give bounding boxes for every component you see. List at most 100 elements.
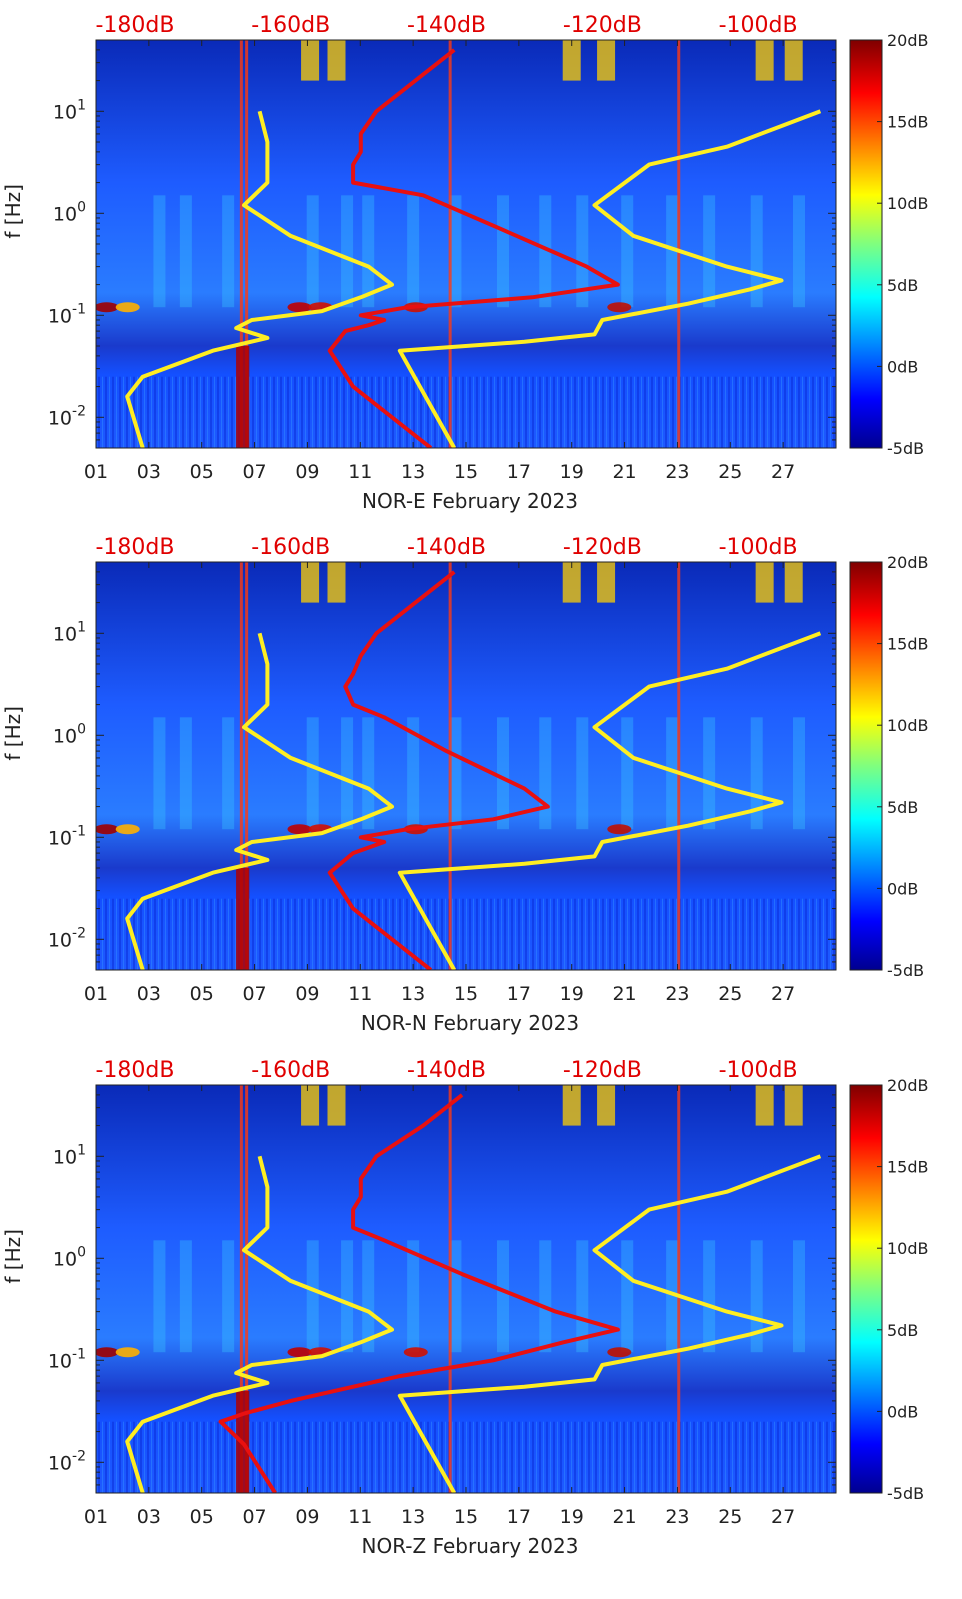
colorbar-label: -5dB <box>887 439 924 458</box>
x-tick-label: 13 <box>401 983 425 1005</box>
spectrogram-image <box>96 1085 836 1493</box>
top-db-label: -100dB <box>719 535 798 560</box>
y-tick-label: 101 <box>53 1142 86 1168</box>
y-tick-label: 100 <box>53 721 86 747</box>
x-tick-label: 07 <box>242 1506 266 1528</box>
top-db-label: -140dB <box>407 13 486 38</box>
colorbar-label: 10dB <box>887 716 929 735</box>
top-db-label: -100dB <box>719 1058 798 1083</box>
y-axis-title: f [Hz] <box>1 184 25 239</box>
top-db-label: -100dB <box>719 13 798 38</box>
top-db-label: -160dB <box>251 13 330 38</box>
overlay-line-model-low <box>125 1155 394 1493</box>
x-tick-label: 13 <box>401 1506 425 1528</box>
x-tick-label: 27 <box>771 1506 795 1528</box>
colorbar-label: -5dB <box>887 1484 924 1503</box>
panel-nor-e: 01 03 05 07 09 11 13 15 17 19 21 23 25 27 10-2 10-1 100 1… <box>1 13 929 513</box>
x-tick-label: 17 <box>507 1506 531 1528</box>
x-tick-label: 01 <box>84 461 108 483</box>
colorbar-label: 10dB <box>887 194 929 213</box>
top-db-label: -120dB <box>563 535 642 560</box>
colorbar-label: 15dB <box>887 113 929 132</box>
x-tick-label: 21 <box>612 461 636 483</box>
x-tick-label: 21 <box>612 1506 636 1528</box>
colorbar-label: 10dB <box>887 1239 929 1258</box>
x-tick-label: 17 <box>507 461 531 483</box>
y-tick-label: 10-1 <box>48 1346 86 1372</box>
y-tick-label: 10-2 <box>48 1448 86 1474</box>
colorbar-label: 20dB <box>887 1076 929 1095</box>
x-tick-label: 15 <box>454 461 478 483</box>
top-db-label: -180dB <box>95 535 174 560</box>
x-tick-label: 11 <box>348 1506 372 1528</box>
colorbar <box>849 561 883 971</box>
colorbar <box>849 1084 883 1494</box>
colorbar-label: 0dB <box>887 357 918 376</box>
y-tick-label: 10-2 <box>48 925 86 951</box>
y-tick-label: 101 <box>53 619 86 645</box>
y-tick-label: 10-2 <box>48 403 86 429</box>
x-tick-label: 25 <box>718 461 742 483</box>
y-tick-label: 10-1 <box>48 823 86 849</box>
spectrogram-image <box>96 562 836 970</box>
x-tick-label: 19 <box>560 983 584 1005</box>
y-axis-title: f [Hz] <box>1 1229 25 1284</box>
colorbar-label: 15dB <box>887 1158 929 1177</box>
y-axis-title: f [Hz] <box>1 706 25 761</box>
panel-nor-z: 01 03 05 07 09 11 13 15 17 19 21 23 25 27 10-2 10-1 100 1… <box>1 1058 929 1558</box>
x-tick-label: 01 <box>84 983 108 1005</box>
colorbar-label: 5dB <box>887 798 918 817</box>
x-tick-label: 09 <box>295 1506 319 1528</box>
overlay-line-model-high <box>397 631 822 970</box>
x-tick-label: 03 <box>137 1506 161 1528</box>
x-tick-label: 03 <box>137 983 161 1005</box>
top-db-label: -140dB <box>407 535 486 560</box>
x-tick-label: 05 <box>190 983 214 1005</box>
x-tick-label: 01 <box>84 1506 108 1528</box>
colorbar-label: 5dB <box>887 1321 918 1340</box>
colorbar-label: 0dB <box>887 879 918 898</box>
x-tick-label: 07 <box>242 983 266 1005</box>
y-tick-label: 100 <box>53 199 86 225</box>
x-tick-label: 13 <box>401 461 425 483</box>
x-tick-label: 21 <box>612 983 636 1005</box>
x-tick-label: 27 <box>771 461 795 483</box>
x-tick-label: 11 <box>348 461 372 483</box>
top-db-label: -160dB <box>251 1058 330 1083</box>
x-tick-label: 15 <box>454 983 478 1005</box>
top-db-label: -140dB <box>407 1058 486 1083</box>
colorbar-label: 0dB <box>887 1402 918 1421</box>
colorbar-label: 20dB <box>887 553 929 572</box>
overlay-line-model-high <box>397 109 822 448</box>
top-db-label: -180dB <box>95 1058 174 1083</box>
x-tick-label: 17 <box>507 983 531 1005</box>
x-axis-title: NOR-N February 2023 <box>361 1011 579 1035</box>
x-tick-label: 05 <box>190 461 214 483</box>
panel-nor-n: 01 03 05 07 09 11 13 15 17 19 21 23 25 27 10-2 10-1 100 1… <box>1 535 929 1035</box>
x-tick-label: 07 <box>242 461 266 483</box>
x-tick-label: 09 <box>295 461 319 483</box>
top-db-label: -120dB <box>563 1058 642 1083</box>
overlay-line-median <box>327 48 620 448</box>
x-axis-title: NOR-E February 2023 <box>362 489 578 513</box>
colorbar-label: 15dB <box>887 635 929 654</box>
x-tick-label: 11 <box>348 983 372 1005</box>
y-tick-label: 101 <box>53 97 86 123</box>
overlay-line-median <box>218 1093 620 1493</box>
colorbar-label: 20dB <box>887 31 929 50</box>
x-tick-label: 19 <box>560 1506 584 1528</box>
top-db-label: -120dB <box>563 13 642 38</box>
x-axis-title: NOR-Z February 2023 <box>362 1534 579 1558</box>
x-tick-label: 05 <box>190 1506 214 1528</box>
y-tick-label: 10-1 <box>48 301 86 327</box>
colorbar-label: -5dB <box>887 961 924 980</box>
overlay-line-model-low <box>125 632 394 970</box>
colorbar <box>849 39 883 449</box>
spectrogram-image <box>96 40 836 448</box>
top-db-label: -160dB <box>251 535 330 560</box>
top-db-label: -180dB <box>95 13 174 38</box>
x-tick-label: 19 <box>560 461 584 483</box>
x-tick-label: 23 <box>665 983 689 1005</box>
x-tick-label: 23 <box>665 1506 689 1528</box>
